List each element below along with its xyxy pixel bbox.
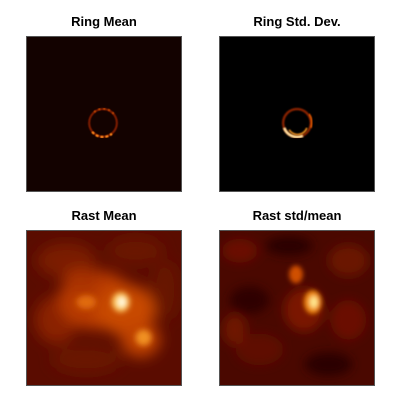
- panel-rast-std-mean: Rast std/mean: [219, 208, 375, 386]
- ring-mean-image: [26, 36, 182, 192]
- rast-mean-image: [26, 230, 182, 386]
- rast-mean-heatmap: [27, 231, 181, 385]
- panel-rast-mean: Rast Mean: [26, 208, 182, 386]
- ring-std-image: [219, 36, 375, 192]
- panel-ring-mean: Ring Mean: [26, 14, 182, 192]
- ring-std-inner-arc: [288, 127, 308, 136]
- panel-title-ring-mean: Ring Mean: [71, 14, 137, 29]
- ring-std-bright-arc: [282, 127, 304, 139]
- ring-top-arc: [93, 107, 115, 115]
- ring-std-heatmap: [220, 37, 374, 191]
- ring-std-right-arc: [308, 113, 313, 129]
- rast-std-mean-heatmap: [220, 231, 374, 385]
- ring-mean-heatmap: [27, 37, 181, 191]
- panel-title-rast-mean: Rast Mean: [71, 208, 137, 223]
- ring-bright-arc: [91, 131, 113, 139]
- rast-std-mean-image: [219, 230, 375, 386]
- panel-title-ring-std: Ring Std. Dev.: [253, 14, 341, 29]
- panel-ring-std: Ring Std. Dev.: [219, 14, 375, 192]
- panel-title-rast-std-mean: Rast std/mean: [252, 208, 342, 223]
